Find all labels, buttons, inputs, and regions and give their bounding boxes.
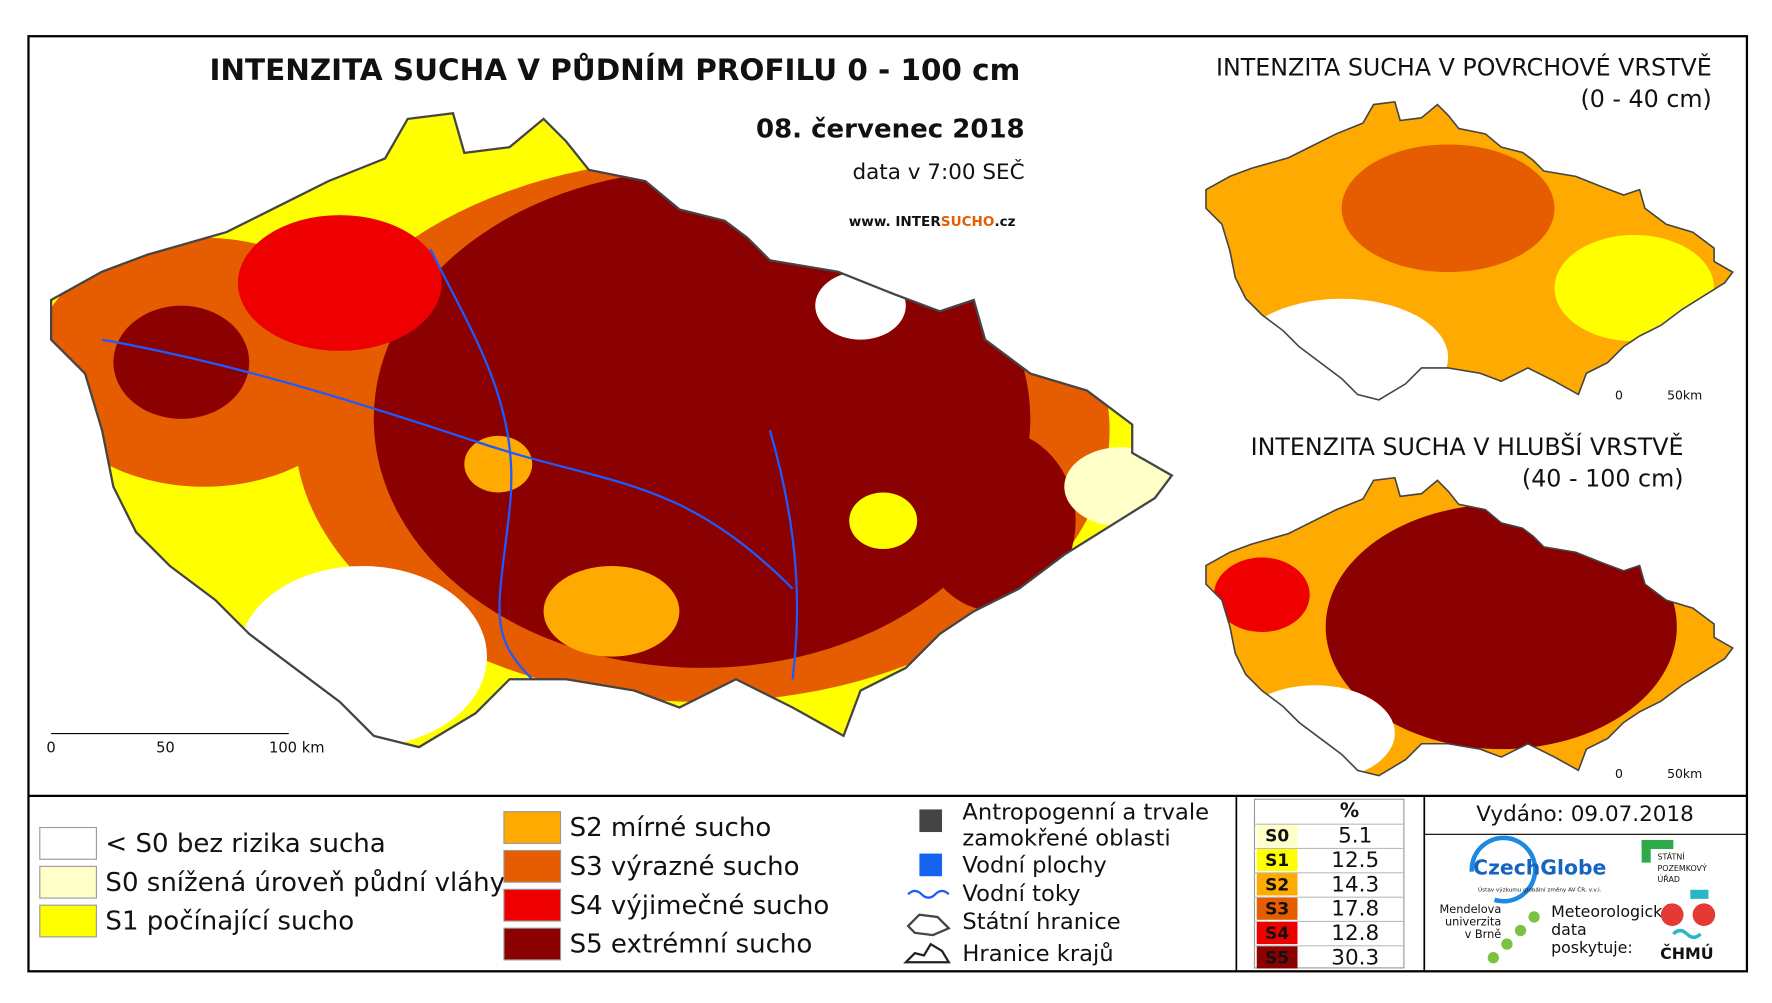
feature-label: zamokřené oblasti: [962, 825, 1170, 851]
legend-label: S5 extrémní sucho: [570, 930, 813, 960]
table-code-cell: [1256, 921, 1298, 945]
issued-date: Vydáno: 09.07.2018: [1476, 802, 1694, 827]
time: data v 7:00 SEČ: [852, 159, 1024, 185]
table-value: 30.3: [1331, 945, 1379, 970]
legend-swatch: [39, 904, 97, 938]
logo-text: STÁTNÍ: [1657, 850, 1685, 861]
feature-label: Hranice krajů: [962, 940, 1113, 967]
logo-text: ÚŘAD: [1657, 873, 1679, 884]
table-code: S3: [1265, 900, 1289, 920]
table-code: S0: [1265, 827, 1289, 847]
scale-label: 0: [46, 739, 55, 756]
logo-text: ČHMÚ: [1660, 944, 1713, 963]
icon: [919, 853, 943, 877]
logo-text: poskytuje:: [1551, 938, 1633, 957]
logo-shape: [1672, 928, 1702, 940]
table-code-cell: [1256, 848, 1298, 872]
scale-label: 0: [1615, 766, 1623, 781]
logo-shape: [1692, 903, 1716, 927]
scale-label: 100 km: [269, 739, 325, 756]
logos: CzechGlobe Ústav výzkumu globální změny …: [1440, 835, 1716, 964]
feature-label: Antropogenní a trvale: [962, 799, 1209, 825]
inset-subtitle: (40 - 100 cm): [1522, 464, 1684, 492]
table-code-cell: [1256, 897, 1298, 920]
legend-label: S2 mírné sucho: [570, 813, 772, 843]
table-code: S1: [1265, 851, 1289, 871]
feature-label: Státní hranice: [962, 909, 1120, 935]
icon: [919, 809, 943, 833]
legend-swatch: [503, 849, 562, 883]
title: INTENZITA SUCHA V PŮDNÍM PROFILU 0 - 100…: [209, 51, 1020, 87]
inset-title: INTENZITA SUCHA V POVRCHOVÉ VRSTVĚ: [1216, 54, 1712, 82]
table-value: 12.5: [1331, 848, 1379, 873]
legend-label: S4 výjimečné sucho: [570, 891, 830, 921]
legend-label: < S0 bez rizika sucha: [105, 829, 385, 859]
logo-text: Meteorologická: [1551, 902, 1672, 921]
legend-label: S0 snížená úroveň půdní vláhy: [105, 868, 505, 898]
table-value: 5.1: [1338, 824, 1372, 849]
legend: < S0 bez rizika sucha S0 snížená úroveň p…: [39, 811, 830, 961]
table-value: 12.8: [1331, 921, 1379, 946]
icon: [907, 889, 950, 899]
table-code: S4: [1265, 924, 1289, 944]
logo-shape: [1487, 911, 1540, 964]
legend-label: S3 výrazné sucho: [570, 852, 800, 882]
table-code: S2: [1265, 875, 1289, 895]
percent-table: % S0 5.1 S1 12.5 S2 14.3 S3 17.8 S4 12.8 S5 30.3: [1253, 798, 1405, 970]
table-code-cell: [1256, 824, 1298, 847]
logo-text: v Brně: [1465, 927, 1502, 941]
logo-text: POZEMKOVÝ: [1657, 862, 1706, 873]
legend-swatch: [39, 865, 97, 899]
table-value: 14.3: [1331, 872, 1379, 897]
date: 08. červenec 2018: [756, 115, 1025, 145]
scale-label: 0: [1615, 388, 1623, 403]
logo-text: univerzita: [1445, 915, 1501, 929]
logo-shape: [1690, 889, 1709, 899]
inset-title: INTENZITA SUCHA V HLUBŠÍ VRSTVĚ: [1251, 433, 1684, 461]
feature-label: Vodní toky: [962, 881, 1080, 907]
scale-label: 50km: [1667, 766, 1702, 781]
logo-text: data: [1551, 920, 1587, 939]
table-code: S5: [1265, 948, 1289, 968]
logo-shape: [1469, 835, 1538, 904]
website: www. INTERSUCHO.cz: [849, 214, 1016, 230]
logo-text: Ústav výzkumu globální změny AV ČR, v.v.…: [1478, 886, 1602, 893]
scale-label: 50: [156, 739, 175, 756]
icon: [906, 913, 951, 937]
logo-shape: [1660, 903, 1684, 927]
logo-shape: [1641, 839, 1674, 850]
table-header: %: [1340, 799, 1359, 822]
legend-swatch: [503, 888, 562, 922]
legend-swatch: [39, 826, 97, 860]
logo-text: Mendelova: [1440, 902, 1502, 916]
legend-swatch: [503, 927, 562, 961]
inset-subtitle: (0 - 40 cm): [1580, 85, 1711, 113]
table-value: 17.8: [1331, 897, 1379, 922]
icon: [903, 942, 951, 964]
scale-label: 50km: [1667, 388, 1702, 403]
legend-label: S1 počínající sucho: [105, 907, 354, 937]
table-border: [1253, 798, 1405, 969]
legend-swatch: [503, 811, 562, 844]
table-code-cell: [1256, 945, 1298, 969]
feature-label: Vodní plochy: [962, 853, 1106, 879]
table-code-cell: [1256, 872, 1298, 896]
logo-shape: [1641, 839, 1651, 863]
logo-text: CzechGlobe: [1473, 855, 1606, 879]
